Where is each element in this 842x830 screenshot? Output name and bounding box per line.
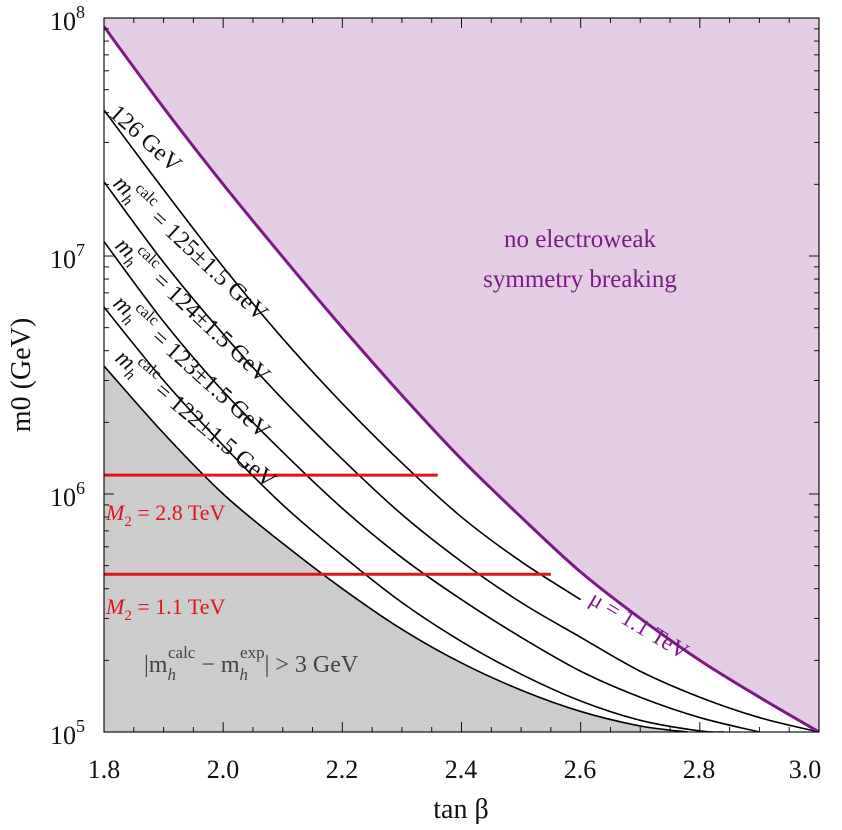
series-lines (104, 109, 819, 732)
x-axis-title: tan β (433, 794, 488, 825)
m2-label-low: M2 = 1.1 TeV (105, 594, 226, 624)
series-line-0 (104, 109, 582, 601)
x-tick-label: 3.0 (789, 755, 822, 784)
ewsb-label-line-2: symmetry breaking (483, 266, 677, 293)
series-line-3 (104, 306, 724, 732)
x-tick-label: 2.2 (326, 755, 359, 784)
ewsb-label-line-1: no electroweak (504, 226, 657, 253)
y-tick-label: 107 (50, 240, 85, 274)
m2-lines (104, 473, 551, 576)
y-tick-label: 108 (50, 2, 85, 36)
series-line-1 (104, 181, 819, 732)
axis-ticks (103, 17, 820, 733)
y-tick-labels: 105 106 107 108 (50, 2, 85, 750)
ewsb-region (104, 18, 819, 732)
x-tick-label: 2.8 (683, 755, 716, 784)
x-tick-labels: 1.8 2.0 2.2 2.4 2.6 2.8 3.0 (88, 755, 822, 784)
m2-label-high: M2 = 2.8 TeV (105, 500, 226, 530)
x-tick-label: 2.0 (207, 755, 240, 784)
series-line-4 (104, 365, 689, 732)
series-line-2 (104, 241, 760, 732)
x-tick-label: 1.8 (88, 755, 121, 784)
x-tick-label: 2.4 (445, 755, 478, 784)
mu-line (104, 25, 819, 732)
x-tick-label: 2.6 (564, 755, 597, 784)
y-axis-title: m0 (GeV) (6, 318, 37, 432)
excluded-region (104, 366, 688, 732)
y-tick-label: 105 (50, 716, 85, 750)
excluded-label: |mhcalc − mhexp| > 3 GeV (144, 643, 359, 684)
y-tick-label: 106 (50, 478, 85, 512)
